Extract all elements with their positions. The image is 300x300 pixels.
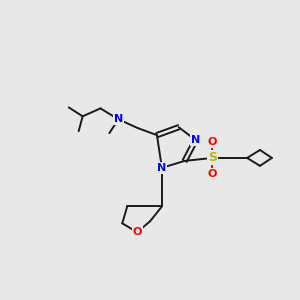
Text: O: O bbox=[208, 169, 217, 179]
Text: O: O bbox=[208, 137, 217, 147]
Text: N: N bbox=[157, 163, 167, 173]
Text: S: S bbox=[208, 152, 217, 164]
Text: N: N bbox=[191, 135, 200, 145]
Text: O: O bbox=[132, 227, 142, 237]
Text: N: N bbox=[114, 114, 123, 124]
